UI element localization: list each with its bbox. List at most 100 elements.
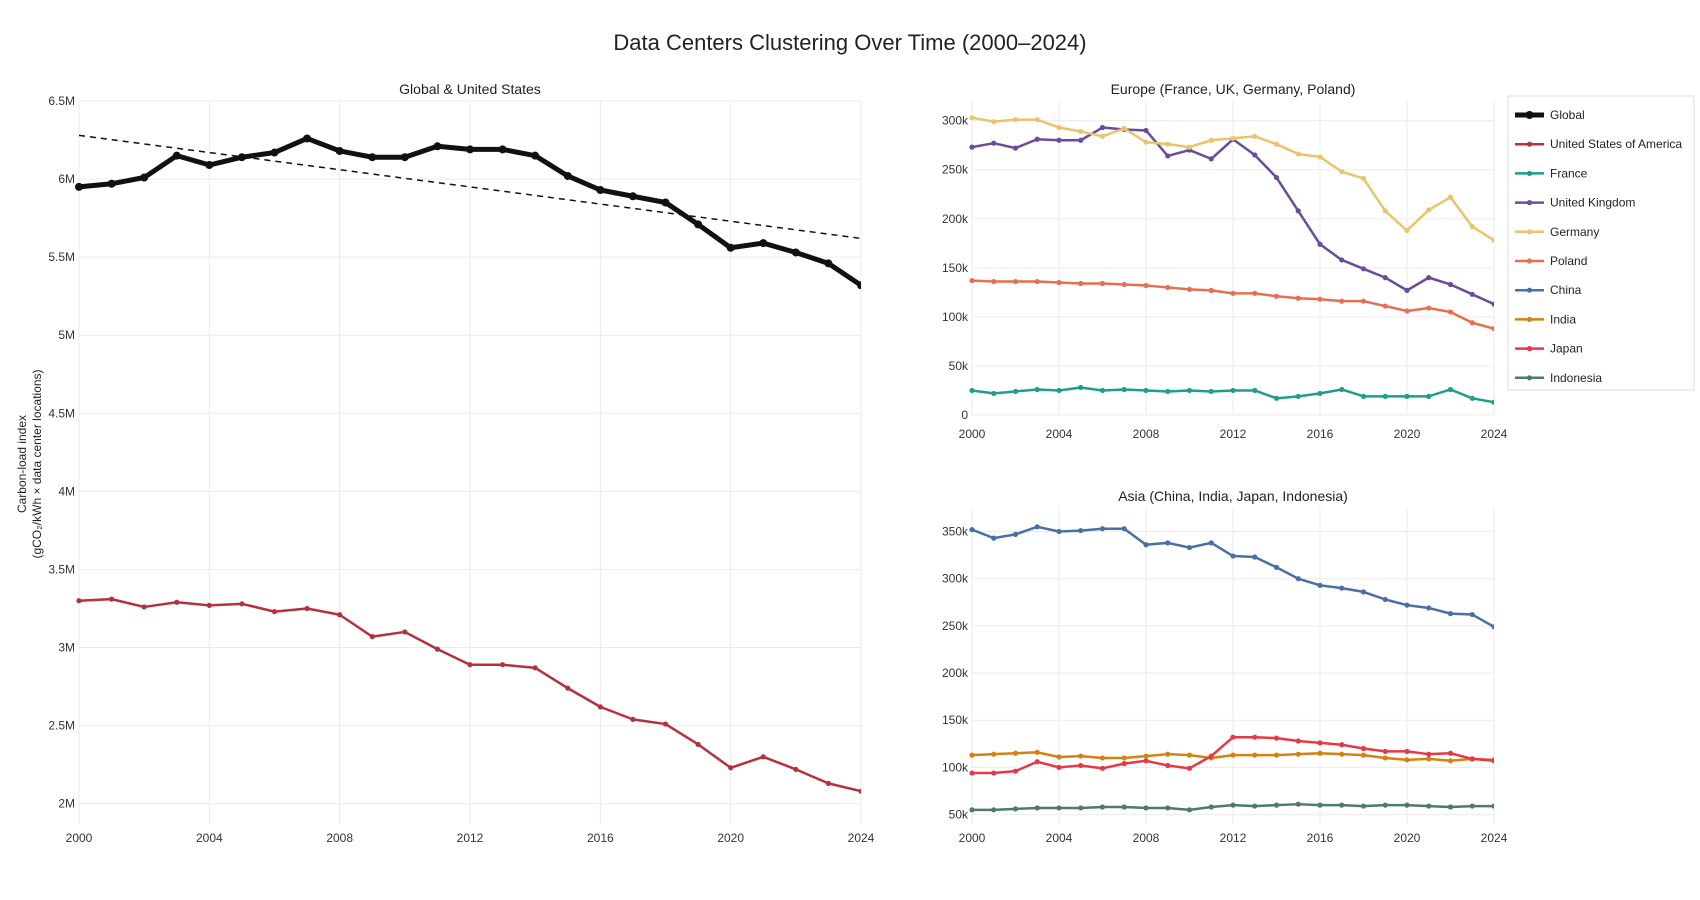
data-point-indonesia [1360,803,1367,809]
data-point-poland [1252,290,1258,296]
data-point-united-kingdom [1208,156,1214,162]
legend-label: United Kingdom [1550,196,1635,210]
data-point-france [1099,387,1106,394]
data-point-india [1252,752,1258,758]
data-point-china [1317,582,1323,588]
legend-item-poland: Poland [1515,254,1587,268]
x-tick-label: 2024 [1481,427,1508,441]
data-point-united-kingdom [1056,137,1062,143]
legend-marker [1525,111,1534,119]
data-point-global [531,151,540,160]
data-point-poland [1447,309,1454,315]
x-tick-label: 2000 [66,831,93,845]
data-point-indonesia [1034,805,1040,811]
data-point-germany [1078,128,1084,135]
y-tick-label: 3M [58,641,75,655]
data-point-china [1469,611,1475,618]
x-tick-label: 2020 [1394,831,1421,845]
x-tick-label: 2016 [1307,427,1334,441]
data-point-united-states-of-america [793,766,799,772]
data-point-france [1165,388,1171,395]
legend-label: Germany [1550,225,1599,239]
data-point-indonesia [1252,803,1258,809]
data-point-france [1469,395,1475,401]
data-point-united-states-of-america [728,765,734,771]
data-point-germany [1295,151,1301,157]
x-tick-label: 2008 [326,831,353,845]
data-point-poland [1339,298,1345,304]
data-point-global [563,171,572,180]
legend-marker [1526,258,1533,264]
data-point-japan [1426,751,1432,757]
data-point-global [661,198,670,207]
data-point-united-states-of-america [402,629,408,635]
data-point-india [1099,755,1106,761]
data-point-germany [1034,117,1040,123]
data-point-poland [1034,278,1040,285]
data-point-china [1099,526,1106,532]
data-point-united-kingdom [1165,153,1171,159]
data-point-germany [1360,175,1367,182]
y-tick-label: 200k [942,212,969,226]
y-tick-label: 0 [961,408,968,422]
data-point-japan [1099,765,1106,771]
data-point-china [1230,553,1236,559]
y-tick-label: 100k [942,760,969,774]
data-point-germany [991,119,997,125]
legend-item-india: India [1515,312,1576,326]
data-point-germany [1230,135,1236,141]
x-tick-label: 2016 [1307,831,1334,845]
chart-title: Data Centers Clustering Over Time (2000–… [613,30,1086,55]
data-point-global [628,192,637,201]
data-point-france [1252,387,1258,394]
data-point-india [1230,752,1236,758]
data-point-india [1143,753,1149,759]
data-point-japan [1273,735,1280,741]
data-point-poland [1426,305,1432,311]
panel-europe: 2000 2004 2008 2012 2016 2020 2024 0 50k 100k 150k… [942,81,1508,441]
legend-item-united-kingdom: United Kingdom [1515,196,1635,210]
data-point-poland [1382,303,1388,309]
data-point-united-states-of-america [565,685,571,691]
data-point-china [1273,564,1280,570]
data-point-united-states-of-america [630,716,636,722]
data-point-global [205,161,214,170]
data-point-indonesia [1121,804,1127,810]
data-point-china [1404,602,1410,608]
data-point-india [1165,751,1171,757]
data-point-france [1295,393,1301,399]
y-tick-label: 3.5M [48,562,75,576]
data-point-united-states-of-america [499,662,506,668]
data-point-united-states-of-america [304,605,310,612]
data-point-indonesia [991,807,997,813]
data-point-india [1382,755,1388,761]
data-point-global [857,281,861,290]
data-point-global [498,145,507,154]
x-tick-label: 2020 [1394,427,1421,441]
y-tick-label: 300k [942,114,969,128]
legend-marker [1526,316,1533,322]
data-point-indonesia [1099,804,1106,810]
y-tick-label: 5.5M [48,250,75,264]
y-axis-title-line2: (gCO₂/kWh × data center locations) [30,369,44,558]
data-point-global [791,248,800,257]
legend-marker [1526,287,1533,293]
data-point-japan [1012,768,1019,774]
data-point-poland [1273,293,1280,299]
legend-item-japan: Japan [1515,342,1583,356]
data-point-japan [1078,762,1084,769]
data-point-united-kingdom [1078,137,1084,143]
data-point-china [1143,542,1149,548]
data-point-poland [1360,298,1367,304]
data-point-indonesia [1165,805,1171,811]
y-tick-label: 4M [58,484,75,498]
data-point-united-kingdom [1273,174,1280,181]
y-axis-title-line1: Carbon-load index [15,415,29,513]
data-point-china [1208,540,1214,546]
data-point-china [1186,544,1193,551]
data-point-poland [1078,280,1084,287]
data-point-indonesia [1447,804,1454,810]
data-point-france [1186,387,1193,394]
data-point-global [237,153,246,162]
legend-marker [1526,141,1533,147]
